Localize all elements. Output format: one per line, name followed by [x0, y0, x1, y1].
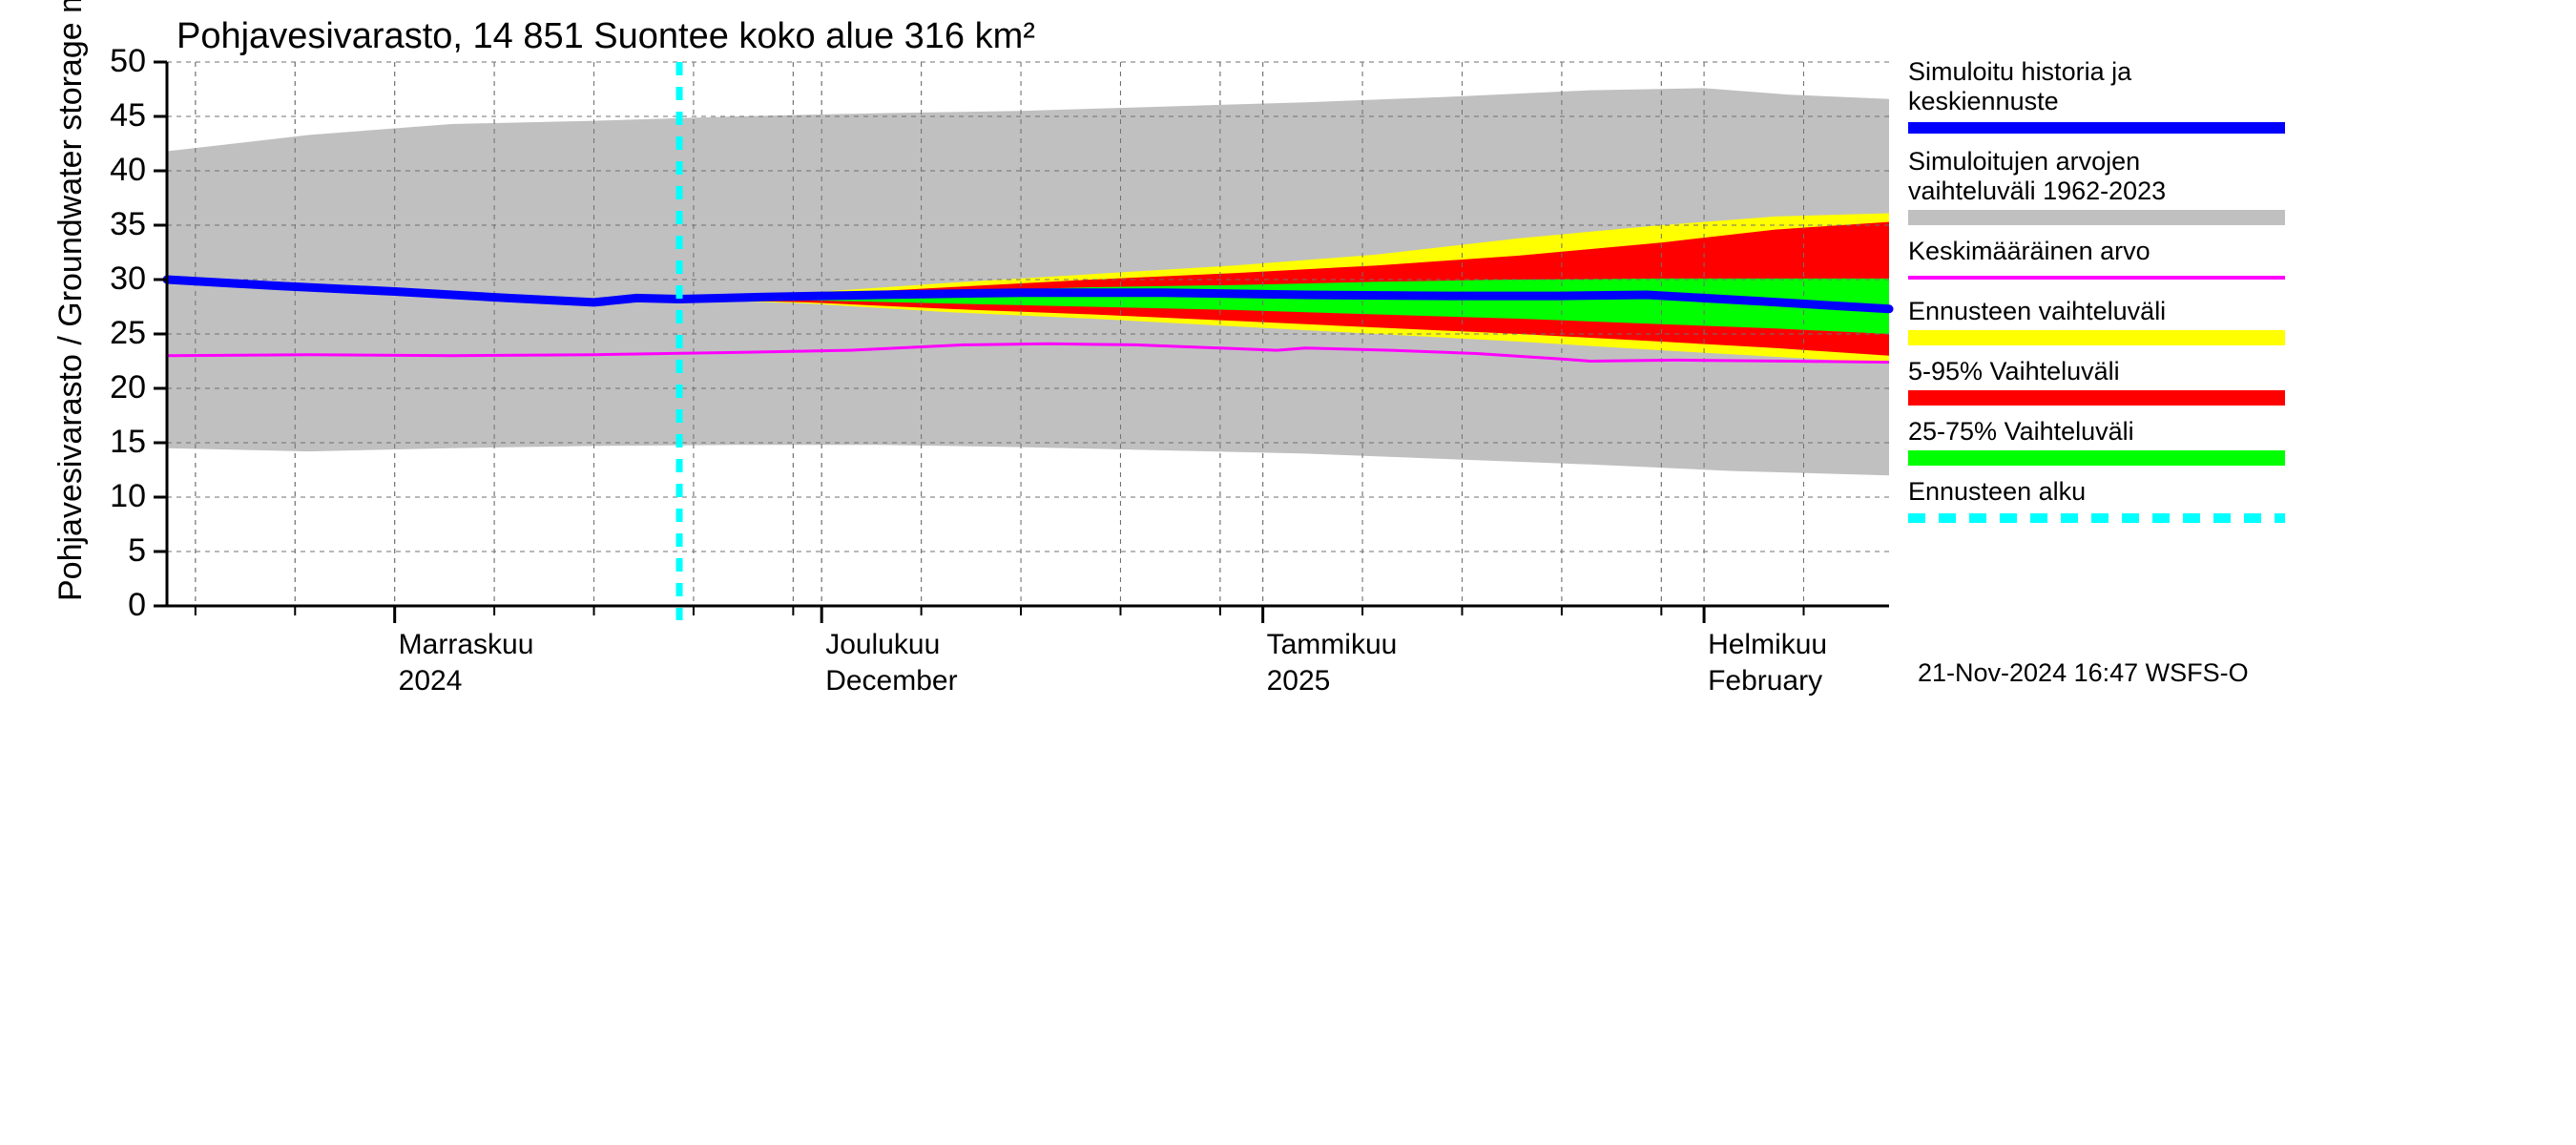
legend-swatch [1908, 330, 2285, 345]
x-tick: JoulukuuDecember [825, 627, 957, 698]
legend-text: Ennusteen alku [1908, 477, 2290, 507]
legend-text: Simuloitujen arvojen vaihteluväli 1962-2… [1908, 147, 2290, 206]
legend-swatch [1908, 276, 2285, 280]
y-tick: 25 [110, 315, 146, 352]
legend-text: Ennusteen vaihteluväli [1908, 297, 2290, 326]
y-tick: 40 [110, 152, 146, 189]
legend-swatch [1908, 513, 2285, 523]
legend-item: 5-95% Vaihteluväli [1908, 357, 2290, 386]
y-tick: 35 [110, 206, 146, 243]
x-tick: Tammikuu2025 [1267, 627, 1398, 698]
legend-item: Simuloitujen arvojen vaihteluväli 1962-2… [1908, 147, 2290, 206]
legend-swatch [1908, 210, 2285, 225]
legend-text: Keskimääräinen arvo [1908, 237, 2290, 266]
legend-text: 5-95% Vaihteluväli [1908, 357, 2290, 386]
y-tick: 30 [110, 260, 146, 298]
legend-swatch [1908, 122, 2285, 134]
x-tick: Marraskuu2024 [399, 627, 534, 698]
legend-item: 25-75% Vaihteluväli [1908, 417, 2290, 447]
legend-swatch [1908, 390, 2285, 406]
y-tick: 15 [110, 424, 146, 461]
y-tick: 45 [110, 97, 146, 135]
legend-item: Ennusteen alku [1908, 477, 2290, 507]
y-tick: 0 [128, 587, 146, 624]
y-tick: 50 [110, 43, 146, 80]
legend-item: Simuloitu historia ja keskiennuste [1908, 57, 2290, 116]
timestamp-label: 21-Nov-2024 16:47 WSFS-O [1918, 658, 2249, 688]
legend-item: Ennusteen vaihteluväli [1908, 297, 2290, 326]
y-tick: 20 [110, 369, 146, 406]
legend-swatch [1908, 450, 2285, 466]
chart-canvas: Pohjavesivarasto, 14 851 Suontee koko al… [0, 0, 2576, 1145]
legend-text: 25-75% Vaihteluväli [1908, 417, 2290, 447]
y-tick: 10 [110, 478, 146, 515]
legend-item: Keskimääräinen arvo [1908, 237, 2290, 266]
legend-text: Simuloitu historia ja keskiennuste [1908, 57, 2290, 116]
y-tick: 5 [128, 532, 146, 570]
x-tick: HelmikuuFebruary [1708, 627, 1827, 698]
